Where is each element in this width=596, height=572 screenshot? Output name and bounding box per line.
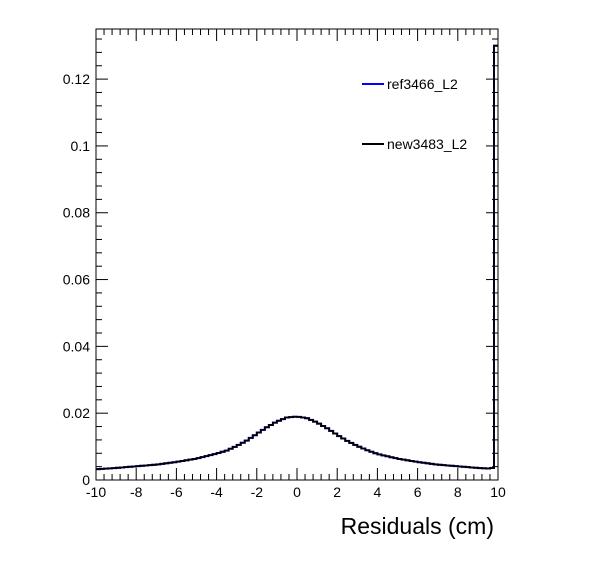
x-tick-label: 4 [374,484,382,500]
legend: ref3466_L2 new3483_L2 [362,76,467,152]
y-tick-label: 0.04 [63,338,90,354]
x-tick-label: -10 [86,484,106,500]
x-tick-label: 2 [333,484,341,500]
x-tick-label: -6 [170,484,183,500]
series-line-ref3466_L2 [96,44,498,471]
plot-frame-border [95,28,499,481]
legend-label-ref3466_L2: ref3466_L2 [387,76,458,92]
x-tick-label: -2 [251,484,264,500]
y-tick-label: 0.12 [63,71,90,87]
series-line-new3483_L2 [96,44,498,471]
x-tick-label: 6 [414,484,422,500]
y-tick-label: 0 [82,472,90,488]
x-tick-label: 10 [490,484,506,500]
y-axis-ticks: 0 0.02 0.04 0.06 0.08 0.1 0.12 [63,38,498,488]
y-tick-label: 0.06 [63,272,90,288]
y-tick-label: 0.08 [63,205,90,221]
x-tick-label: 0 [293,484,301,500]
x-axis-ticks: -10 -8 -6 -4 -2 0 2 4 6 8 10 [86,29,506,500]
x-tick-label: -8 [130,484,143,500]
series-layer [96,44,498,471]
x-tick-label: -4 [210,484,223,500]
y-tick-label: 0.02 [63,405,90,421]
x-tick-label: 8 [454,484,462,500]
plot-frame [95,28,499,481]
y-tick-label: 0.1 [71,138,91,154]
x-axis-title: Residuals (cm) [341,513,494,539]
legend-label-new3483_L2: new3483_L2 [387,136,467,152]
